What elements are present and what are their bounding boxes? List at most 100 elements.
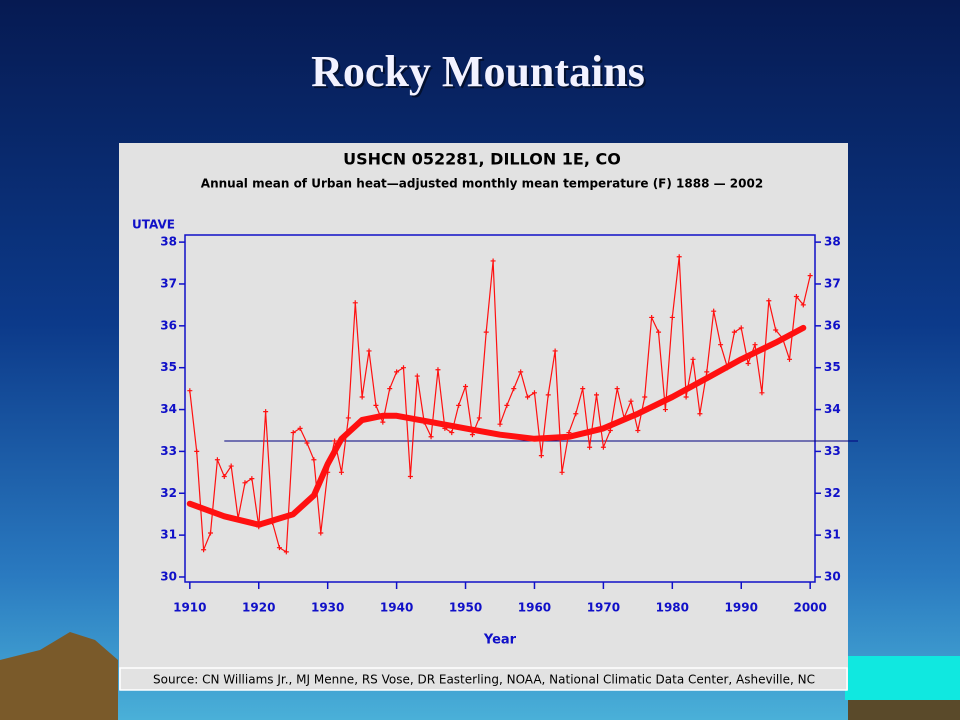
- sea-strip: [845, 656, 960, 700]
- data-point: [593, 392, 599, 398]
- data-point: [504, 402, 510, 408]
- data-point: [662, 407, 668, 413]
- data-point: [607, 427, 613, 433]
- x-tick-label: 2000: [793, 601, 826, 615]
- y2-tick-label: 38: [824, 235, 841, 249]
- data-point: [669, 314, 675, 320]
- y2-tick-label: 35: [824, 360, 841, 374]
- data-point: [187, 388, 193, 394]
- y-tick-label: 36: [160, 318, 177, 332]
- data-point: [552, 348, 558, 354]
- y-axis-label: UTAVE: [132, 218, 175, 232]
- data-point: [497, 421, 503, 427]
- data-point: [731, 329, 737, 335]
- data-point: [414, 373, 420, 379]
- y-tick-label: 31: [160, 528, 177, 542]
- data-point: [242, 480, 248, 486]
- data-point: [352, 300, 358, 306]
- data-point: [656, 329, 662, 335]
- data-point: [380, 419, 386, 425]
- data-point: [290, 430, 296, 436]
- ground: [848, 700, 960, 720]
- data-point: [332, 438, 338, 444]
- x-tick-label: 1970: [587, 601, 620, 615]
- data-point: [338, 469, 344, 475]
- data-point: [283, 549, 289, 555]
- data-point: [642, 394, 648, 400]
- data-point: [718, 342, 724, 348]
- chart-subtitle: Annual mean of Urban heat—adjusted month…: [201, 177, 763, 191]
- x-tick-label: 1940: [380, 601, 413, 615]
- mountain: [0, 632, 118, 720]
- data-point: [690, 356, 696, 362]
- data-point: [490, 258, 496, 264]
- data-point: [773, 327, 779, 333]
- data-point: [407, 474, 413, 480]
- data-point: [628, 398, 634, 404]
- data-point: [359, 394, 365, 400]
- data-point: [345, 415, 351, 421]
- data-point: [800, 302, 806, 308]
- x-tick-label: 1990: [725, 601, 758, 615]
- x-tick-label: 1910: [173, 601, 206, 615]
- data-point: [649, 314, 655, 320]
- y-tick-label: 38: [160, 235, 177, 249]
- data-point: [201, 547, 207, 553]
- data-point: [476, 415, 482, 421]
- data-point: [518, 369, 524, 375]
- x-tick-label: 1960: [518, 601, 551, 615]
- data-point: [786, 356, 792, 362]
- chart-title: USHCN 052281, DILLON 1E, CO: [343, 150, 621, 169]
- data-point: [559, 469, 565, 475]
- data-point: [614, 386, 620, 392]
- y-tick-label: 32: [160, 486, 177, 500]
- data-point: [766, 298, 772, 304]
- data-point: [394, 369, 400, 375]
- y2-tick-label: 37: [824, 276, 841, 290]
- x-tick-label: 1920: [242, 601, 275, 615]
- data-point: [263, 409, 269, 415]
- data-point: [469, 432, 475, 438]
- data-point: [752, 342, 758, 348]
- data-point: [807, 273, 813, 279]
- x-tick-label: 1980: [656, 601, 689, 615]
- data-point: [194, 448, 200, 454]
- data-point: [318, 530, 324, 536]
- y2-tick-label: 33: [824, 444, 841, 458]
- data-point: [221, 474, 227, 480]
- data-point: [428, 434, 434, 440]
- data-point: [449, 430, 455, 436]
- data-point: [373, 402, 379, 408]
- x-tick-label: 1950: [449, 601, 482, 615]
- data-point: [587, 444, 593, 450]
- data-point: [214, 457, 220, 463]
- y-tick-label: 30: [160, 569, 177, 583]
- data-point: [525, 394, 531, 400]
- data-point: [793, 294, 799, 300]
- data-point: [538, 453, 544, 459]
- data-point: [635, 427, 641, 433]
- y-tick-label: 35: [160, 360, 177, 374]
- data-point: [580, 386, 586, 392]
- smoothed-line: [186, 324, 807, 528]
- y2-tick-label: 31: [824, 528, 841, 542]
- slide-title-shadow: Rocky Mountains: [313, 49, 647, 98]
- data-point: [573, 411, 579, 417]
- data-point: [676, 254, 682, 260]
- data-point: [745, 361, 751, 367]
- y2-tick-label: 34: [824, 402, 841, 416]
- y-tick-label: 37: [160, 276, 177, 290]
- plot-frame: [184, 234, 816, 583]
- x-tick-label: 1930: [311, 601, 344, 615]
- data-point: [483, 329, 489, 335]
- data-point: [311, 457, 317, 463]
- data-point: [456, 402, 462, 408]
- y2-tick-label: 30: [824, 569, 841, 583]
- chart-panel: [119, 143, 848, 690]
- data-point: [435, 367, 441, 373]
- source-box: [119, 667, 848, 691]
- data-point: [759, 390, 765, 396]
- y2-tick-label: 36: [824, 318, 841, 332]
